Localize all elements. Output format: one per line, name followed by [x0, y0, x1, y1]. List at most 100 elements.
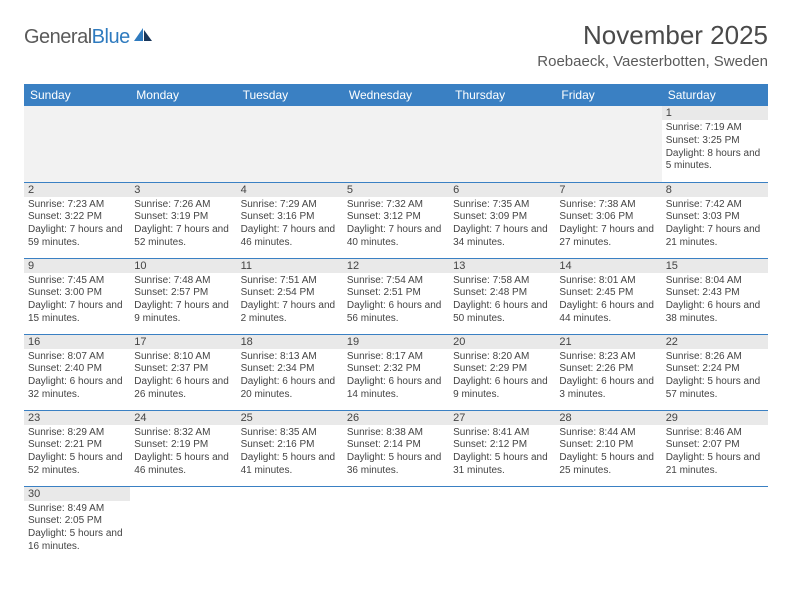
day-sun-info: Sunrise: 7:19 AMSunset: 3:25 PMDaylight:…: [666, 122, 764, 173]
sunset-text: Sunset: 2:32 PM: [347, 363, 445, 376]
sunset-text: Sunset: 2:24 PM: [666, 363, 764, 376]
daylight-text: Daylight: 6 hours and 50 minutes.: [453, 300, 551, 326]
daylight-text: Daylight: 7 hours and 34 minutes.: [453, 224, 551, 250]
day-sun-info: Sunrise: 7:32 AMSunset: 3:12 PMDaylight:…: [347, 199, 445, 250]
calendar-day-cell: 10 Sunrise: 7:48 AMSunset: 2:57 PMDayligh…: [130, 258, 236, 334]
sunrise-text: Sunrise: 8:32 AM: [134, 427, 232, 440]
calendar-day-cell: 28Sunrise: 8:44 AMSunset: 2:10 PMDayligh…: [555, 410, 661, 486]
day-sun-info: Sunrise: 7:51 AMSunset: 2:54 PMDaylight:…: [241, 275, 339, 326]
day-number: 26: [343, 411, 449, 425]
calendar-week-row: 1Sunrise: 7:19 AMSunset: 3:25 PMDaylight…: [24, 106, 768, 182]
daylight-text: Daylight: 6 hours and 26 minutes.: [134, 376, 232, 402]
sunrise-text: Sunrise: 8:13 AM: [241, 351, 339, 364]
sunset-text: Sunset: 2:51 PM: [347, 287, 445, 300]
day-sun-info: Sunrise: 8:10 AMSunset: 2:37 PMDaylight:…: [134, 351, 232, 402]
calendar-day-cell: 13Sunrise: 7:58 AMSunset: 2:48 PMDayligh…: [449, 258, 555, 334]
sunset-text: Sunset: 3:22 PM: [28, 211, 126, 224]
day-number: 20: [449, 335, 555, 349]
sunset-text: Sunset: 3:03 PM: [666, 211, 764, 224]
sunrise-text: Sunrise: 8:10 AM: [134, 351, 232, 364]
day-number: 4: [237, 183, 343, 197]
daylight-text: Daylight: 7 hours and 40 minutes.: [347, 224, 445, 250]
sunset-text: Sunset: 3:16 PM: [241, 211, 339, 224]
day-sun-info: Sunrise: 7:48 AMSunset: 2:57 PMDaylight:…: [134, 275, 232, 326]
sunset-text: Sunset: 2:14 PM: [347, 439, 445, 452]
day-number: 8: [662, 183, 768, 197]
sunrise-text: Sunrise: 7:35 AM: [453, 199, 551, 212]
sunrise-text: Sunrise: 8:35 AM: [241, 427, 339, 440]
calendar-week-row: 16Sunrise: 8:07 AMSunset: 2:40 PMDayligh…: [24, 334, 768, 410]
day-sun-info: Sunrise: 8:26 AMSunset: 2:24 PMDaylight:…: [666, 351, 764, 402]
sunset-text: Sunset: 2:54 PM: [241, 287, 339, 300]
sunrise-text: Sunrise: 7:26 AM: [134, 199, 232, 212]
weekday-header: Thursday: [449, 84, 555, 106]
calendar-day-cell: 9Sunrise: 7:45 AMSunset: 3:00 PMDaylight…: [24, 258, 130, 334]
daylight-text: Daylight: 5 hours and 46 minutes.: [134, 452, 232, 478]
sunrise-text: Sunrise: 8:23 AM: [559, 351, 657, 364]
sunset-text: Sunset: 3:09 PM: [453, 211, 551, 224]
daylight-text: Daylight: 6 hours and 44 minutes.: [559, 300, 657, 326]
sunrise-text: Sunrise: 7:42 AM: [666, 199, 764, 212]
calendar-day-cell: [449, 106, 555, 182]
daylight-text: Daylight: 5 hours and 16 minutes.: [28, 528, 126, 554]
day-number: 14: [555, 259, 661, 273]
sunset-text: Sunset: 2:43 PM: [666, 287, 764, 300]
day-sun-info: Sunrise: 8:17 AMSunset: 2:32 PMDaylight:…: [347, 351, 445, 402]
logo-text-2: Blue: [92, 26, 130, 48]
day-number: 29: [662, 411, 768, 425]
day-sun-info: Sunrise: 7:23 AMSunset: 3:22 PMDaylight:…: [28, 199, 126, 250]
sunset-text: Sunset: 3:00 PM: [28, 287, 126, 300]
sunset-text: Sunset: 2:10 PM: [559, 439, 657, 452]
sunrise-text: Sunrise: 7:23 AM: [28, 199, 126, 212]
day-sun-info: Sunrise: 8:01 AMSunset: 2:45 PMDaylight:…: [559, 275, 657, 326]
calendar-day-cell: 6Sunrise: 7:35 AMSunset: 3:09 PMDaylight…: [449, 182, 555, 258]
daylight-text: Daylight: 7 hours and 52 minutes.: [134, 224, 232, 250]
calendar-day-cell: 24 Sunrise: 8:32 AMSunset: 2:19 PMDayligh…: [130, 410, 236, 486]
logo-sail-icon: [132, 27, 154, 43]
calendar-day-cell: 25Sunrise: 8:35 AMSunset: 2:16 PMDayligh…: [237, 410, 343, 486]
day-sun-info: Sunrise: 8:35 AMSunset: 2:16 PMDaylight:…: [241, 427, 339, 478]
daylight-text: Daylight: 7 hours and 59 minutes.: [28, 224, 126, 250]
day-sun-info: Sunrise: 8:32 AMSunset: 2:19 PMDaylight:…: [134, 427, 232, 478]
calendar-day-cell: 26Sunrise: 8:38 AMSunset: 2:14 PMDayligh…: [343, 410, 449, 486]
sunset-text: Sunset: 2:16 PM: [241, 439, 339, 452]
logo-text: GeneralBlue: [24, 26, 130, 49]
day-sun-info: Sunrise: 8:04 AMSunset: 2:43 PMDaylight:…: [666, 275, 764, 326]
calendar-day-cell: 1Sunrise: 7:19 AMSunset: 3:25 PMDaylight…: [662, 106, 768, 182]
day-number: 3: [130, 183, 236, 197]
calendar-day-cell: 23Sunrise: 8:29 AMSunset: 2:21 PMDayligh…: [24, 410, 130, 486]
day-sun-info: Sunrise: 7:54 AMSunset: 2:51 PMDaylight:…: [347, 275, 445, 326]
day-number: 10: [130, 259, 236, 273]
daylight-text: Daylight: 6 hours and 38 minutes.: [666, 300, 764, 326]
daylight-text: Daylight: 5 hours and 41 minutes.: [241, 452, 339, 478]
day-number: 16: [24, 335, 130, 349]
sunset-text: Sunset: 2:26 PM: [559, 363, 657, 376]
daylight-text: Daylight: 5 hours and 25 minutes.: [559, 452, 657, 478]
calendar-day-cell: [343, 106, 449, 182]
sunset-text: Sunset: 2:45 PM: [559, 287, 657, 300]
calendar-day-cell: 18Sunrise: 8:13 AMSunset: 2:34 PMDayligh…: [237, 334, 343, 410]
calendar-day-cell: [343, 486, 449, 562]
sunset-text: Sunset: 3:19 PM: [134, 211, 232, 224]
sunrise-text: Sunrise: 7:19 AM: [666, 122, 764, 135]
calendar-day-cell: [662, 486, 768, 562]
logo: GeneralBlue: [24, 26, 154, 49]
day-sun-info: Sunrise: 7:29 AMSunset: 3:16 PMDaylight:…: [241, 199, 339, 250]
calendar-day-cell: 8Sunrise: 7:42 AMSunset: 3:03 PMDaylight…: [662, 182, 768, 258]
sunrise-text: Sunrise: 8:38 AM: [347, 427, 445, 440]
calendar-day-cell: 2 Sunrise: 7:23 AMSunset: 3:22 PMDaylight…: [24, 182, 130, 258]
day-number: 2: [24, 183, 130, 197]
day-number: 24: [130, 411, 236, 425]
calendar-day-cell: 15Sunrise: 8:04 AMSunset: 2:43 PMDayligh…: [662, 258, 768, 334]
calendar-day-cell: 20Sunrise: 8:20 AMSunset: 2:29 PMDayligh…: [449, 334, 555, 410]
calendar-day-cell: [449, 486, 555, 562]
calendar-day-cell: 19Sunrise: 8:17 AMSunset: 2:32 PMDayligh…: [343, 334, 449, 410]
daylight-text: Daylight: 6 hours and 32 minutes.: [28, 376, 126, 402]
calendar-day-cell: [24, 106, 130, 182]
calendar-day-cell: [555, 486, 661, 562]
sunrise-text: Sunrise: 7:29 AM: [241, 199, 339, 212]
day-number: 27: [449, 411, 555, 425]
calendar-day-cell: 4 Sunrise: 7:29 AMSunset: 3:16 PMDaylight…: [237, 182, 343, 258]
day-number: 23: [24, 411, 130, 425]
calendar-day-cell: 7Sunrise: 7:38 AMSunset: 3:06 PMDaylight…: [555, 182, 661, 258]
